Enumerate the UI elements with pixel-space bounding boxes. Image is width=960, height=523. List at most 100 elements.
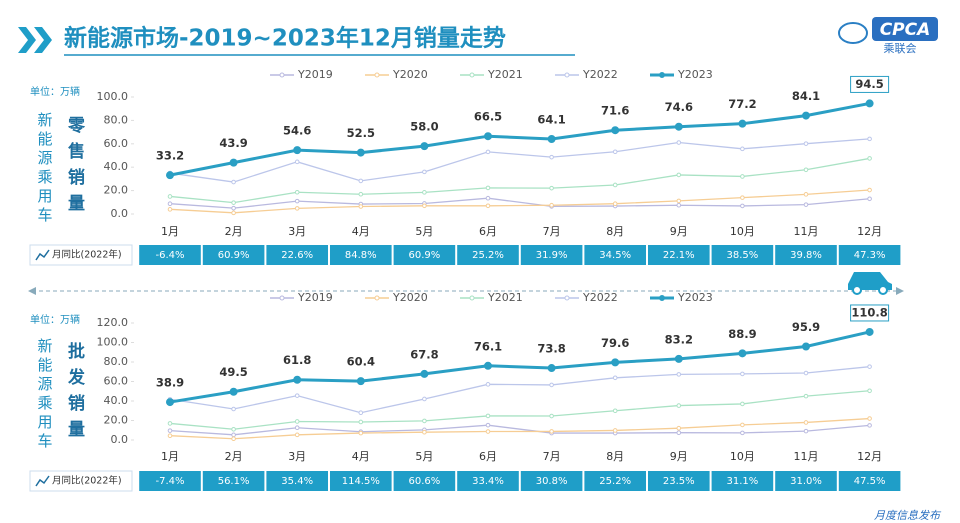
yoy-value: 60.9%: [409, 250, 441, 261]
point: [231, 432, 236, 438]
point: [294, 393, 300, 398]
legend-marker: [659, 72, 665, 78]
y-tick-label: 120.0: [97, 316, 129, 329]
point: [612, 428, 618, 433]
x-tick-label: 2月: [225, 225, 243, 238]
point: [674, 122, 683, 131]
legend-label: Y2023: [677, 291, 713, 304]
data-label: 110.8: [851, 305, 887, 319]
label-box: [850, 304, 890, 322]
point: [867, 388, 872, 394]
point: [422, 396, 427, 402]
point: [867, 364, 872, 369]
x-tick-label: 10月: [730, 450, 755, 463]
y-tick-label: 0.0: [111, 207, 129, 220]
point: [294, 159, 300, 165]
legend-marker: [279, 295, 285, 301]
yoy-value: 47.5%: [854, 476, 886, 487]
legend-item: Y2019: [270, 68, 333, 81]
label-box: [850, 75, 890, 93]
point: [485, 195, 491, 201]
point: [611, 358, 620, 367]
yoy-cell: [838, 471, 901, 491]
series-line: [169, 330, 870, 404]
point: [231, 179, 236, 185]
point: [422, 429, 427, 435]
data-label: 58.0: [410, 120, 438, 134]
yoy-cell: [838, 245, 901, 265]
yoy-label: 月同比(2022年): [52, 249, 122, 261]
x-tick-label: 4月: [352, 450, 370, 463]
point: [358, 178, 364, 184]
yoy-cell: [202, 245, 265, 265]
series-line: [169, 157, 870, 204]
metric-label: 批发销量: [64, 341, 86, 446]
point: [229, 387, 238, 396]
yoy-cell: [393, 245, 456, 265]
x-tick-label: 5月: [415, 225, 433, 238]
legend-label: Y2022: [582, 291, 618, 304]
series-line: [169, 138, 870, 183]
yoy-cell: [457, 471, 519, 491]
legend-label: Y2022: [582, 68, 618, 81]
legend-label: Y2021: [487, 68, 523, 81]
yoy-label-cell: [29, 244, 133, 266]
yoy-value: 31.0%: [790, 476, 822, 487]
point: [865, 99, 874, 108]
unit-label: 单位：万辆: [30, 313, 80, 326]
point: [740, 401, 745, 407]
data-label: 94.5: [855, 77, 883, 91]
yoy-cell: [330, 245, 392, 265]
point: [740, 203, 745, 209]
data-label: 52.5: [347, 126, 375, 140]
point: [803, 393, 809, 399]
point: [740, 371, 745, 377]
yoy-cell: [520, 471, 583, 491]
point: [231, 426, 236, 432]
x-tick-label: 3月: [288, 450, 306, 463]
legend-marker: [659, 295, 665, 301]
y-tick-label: 60.0: [104, 375, 129, 388]
point: [803, 141, 809, 146]
point: [676, 372, 682, 377]
point: [422, 203, 427, 209]
x-tick-label: 8月: [606, 225, 624, 238]
series-line: [169, 366, 870, 414]
point: [167, 421, 173, 426]
header-chevrons: [18, 27, 52, 53]
yoy-value: 38.5%: [727, 250, 759, 261]
data-label: 66.5: [474, 110, 502, 124]
yoy-cell: [202, 471, 265, 491]
yoy-value: 31.9%: [536, 250, 568, 261]
x-tick-label: 9月: [670, 450, 688, 463]
point: [547, 364, 556, 373]
point: [358, 191, 364, 197]
legend-label: Y2019: [297, 68, 333, 81]
yoy-value: 114.5%: [342, 476, 380, 487]
point: [167, 428, 173, 433]
yoy-value: -7.4%: [155, 476, 184, 487]
point: [676, 202, 682, 208]
yoy-cell: [393, 471, 456, 491]
y-tick-label: 100.0: [97, 90, 129, 103]
yoy-cell: [139, 245, 201, 265]
logo-mark: [838, 22, 868, 44]
point: [803, 370, 809, 376]
legend-item: Y2023: [650, 291, 713, 304]
yoy-cell: [775, 471, 837, 491]
yoy-value: 22.6%: [281, 250, 313, 261]
yoy-cell: [457, 245, 519, 265]
point: [485, 382, 491, 387]
point: [485, 429, 491, 434]
legend-item: Y2022: [555, 68, 618, 81]
data-label: 73.8: [537, 342, 565, 356]
point: [612, 375, 618, 381]
point: [549, 382, 554, 388]
yoy-icon: [35, 475, 50, 487]
legend-item: Y2020: [365, 291, 428, 304]
point: [294, 198, 300, 204]
point: [358, 410, 364, 416]
yoy-cell: [266, 245, 328, 265]
point: [294, 432, 300, 438]
data-label: 54.6: [283, 124, 311, 138]
